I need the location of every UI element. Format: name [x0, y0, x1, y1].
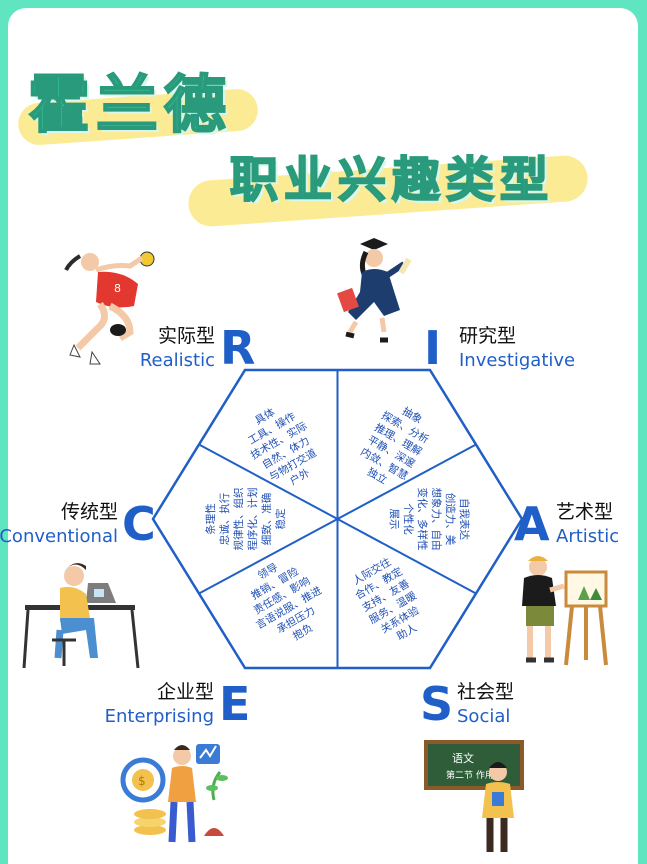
label-realistic: 实际型 Realistic R — [140, 321, 256, 375]
svg-text:8: 8 — [114, 282, 121, 295]
trait-text: 自我表达 — [458, 498, 471, 540]
label-social: S 社会型 Social — [420, 677, 514, 731]
type-letter: C — [122, 497, 156, 551]
blackboard-text: 第二节 作用 — [446, 769, 494, 781]
trait-text: 创造力、美 — [444, 493, 457, 546]
volleyball-player-illustration: 8 — [64, 251, 155, 365]
svg-text:$: $ — [138, 774, 146, 788]
trait-text: 忠诚、执行 — [218, 492, 231, 545]
traits-enterprising: 领导 推销、冒险 责任感、影响 言语说服、推进 承担压力 抱负 — [249, 561, 324, 643]
label-conventional: 传统型 Conventional C — [0, 497, 156, 551]
painter-illustration — [522, 556, 608, 666]
traits-social: 人际交往 合作、教定 支持、友善 服务、温暖 关系体验 助人 — [350, 555, 421, 643]
type-letter: R — [220, 321, 255, 375]
type-letter: S — [420, 677, 453, 731]
trait-text: 个性化 — [402, 503, 415, 535]
type-name-cn: 实际型 — [158, 325, 215, 347]
graduate-illustration — [337, 238, 412, 343]
blackboard-text: 语文 — [452, 751, 474, 765]
type-name-cn: 艺术型 — [556, 501, 613, 523]
type-name-en: Social — [457, 706, 510, 727]
trait-text: 程序化、计划 — [246, 488, 259, 551]
type-name-en: Enterprising — [105, 706, 214, 727]
trait-text: 稳定 — [274, 508, 287, 529]
trait-text: 细致、准确 — [260, 493, 273, 546]
finance-illustration: $ — [120, 744, 228, 843]
traits-conventional: 条理性 忠诚、执行 规律性、组织 程序化、计划 细致、准确 稳定 — [204, 488, 287, 551]
type-name-cn: 传统型 — [61, 501, 118, 523]
type-name-en: Conventional — [0, 526, 118, 547]
trait-text: 变化、多样性 — [416, 488, 429, 551]
poster-title: 霍兰德 — [27, 67, 233, 142]
computer-user-illustration — [22, 563, 140, 669]
poster-subtitle: 职业兴趣类型 — [229, 151, 555, 209]
label-artistic: A 艺术型 Artistic — [514, 497, 619, 551]
trait-text: 想象力、自由 — [430, 488, 443, 551]
trait-text: 展示 — [388, 509, 400, 530]
label-enterprising: 企业型 Enterprising E — [105, 677, 251, 731]
label-investigative: I 研究型 Investigative — [424, 321, 575, 375]
type-name-en: Realistic — [140, 350, 215, 371]
traits-artistic: 自我表达 创造力、美 想象力、自由 变化、多样性 个性化 展示 — [388, 488, 471, 551]
type-name-en: Artistic — [556, 526, 619, 547]
type-name-en: Investigative — [459, 350, 575, 371]
type-letter: E — [219, 677, 250, 731]
type-name-cn: 企业型 — [157, 681, 214, 703]
traits-realistic: 具体 工具、操作 技术性、实际 自然、体力 与物打交道 户外 — [246, 406, 319, 488]
teacher-illustration: 语文 第二节 作用 — [424, 740, 524, 852]
traits-investigative: 抽象 探索、分析 推理、理解 平静、深邃 内敛、智慧 独立 — [358, 405, 431, 487]
hexagon-dividers — [198, 370, 477, 668]
type-letter: I — [424, 321, 441, 375]
type-name-cn: 研究型 — [459, 325, 516, 347]
type-name-cn: 社会型 — [457, 681, 514, 703]
type-letter: A — [514, 497, 550, 551]
trait-text: 规律性、组织 — [232, 488, 245, 551]
trait-text: 条理性 — [204, 503, 217, 535]
